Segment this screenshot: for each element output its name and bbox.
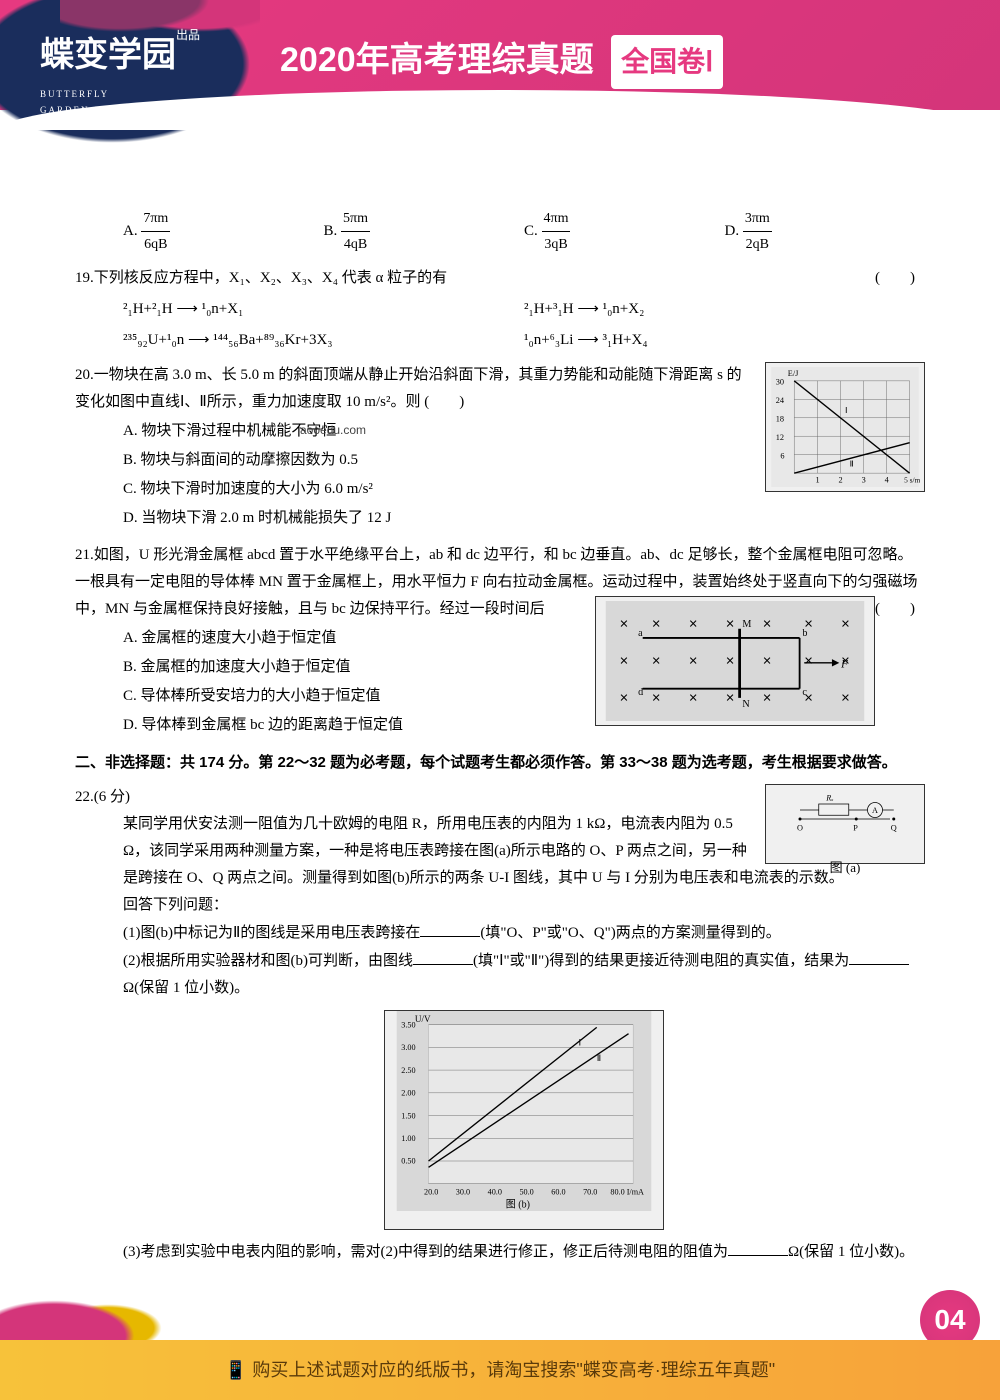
svg-text:30: 30 <box>776 378 784 387</box>
svg-text:M: M <box>742 619 751 630</box>
svg-text:×: × <box>726 691 735 707</box>
svg-text:Ⅱ: Ⅱ <box>597 1053 601 1063</box>
svg-text:×: × <box>652 691 661 707</box>
svg-text:18: 18 <box>776 415 784 424</box>
q22-prompt: 回答下列问题： <box>123 892 925 919</box>
svg-text:×: × <box>763 654 772 670</box>
svg-text:×: × <box>652 654 661 670</box>
option-C: C. 4πm3qB <box>524 206 725 257</box>
answer-paren: ( ) <box>875 265 915 292</box>
svg-text:1.00: 1.00 <box>401 1134 415 1143</box>
svg-text:×: × <box>620 617 629 633</box>
svg-text:3: 3 <box>862 476 866 485</box>
ui-chart-svg: U/V Ⅰ Ⅱ 0.50 1.00 1.50 2.00 2.50 3.00 3.50 20… <box>385 1011 663 1211</box>
svg-text:80.0 I/mA: 80.0 I/mA <box>610 1188 644 1197</box>
question-19: 19.下列核反应方程中，X₁、X₂、X₃、X₄ 代表 α 粒子的有( ) ²₁H… <box>75 265 925 354</box>
svg-text:2.50: 2.50 <box>401 1066 415 1075</box>
option-A: A. 7πm6qB <box>123 206 324 257</box>
svg-text:d: d <box>638 688 643 699</box>
svg-text:60.0: 60.0 <box>551 1188 565 1197</box>
q22-part-3: (3)考虑到实验中电表内阻的影响，需对(2)中得到的结果进行修正，修正后待测电阻… <box>123 1238 925 1266</box>
svg-text:70.0: 70.0 <box>583 1188 597 1197</box>
question-20: E/J ⅠⅡ 3024 18126 12 345 s/m 20.一物块在高 3.… <box>75 362 925 534</box>
svg-text:×: × <box>763 691 772 707</box>
svg-text:0.50: 0.50 <box>401 1157 415 1166</box>
svg-text:c: c <box>802 688 807 699</box>
exam-content: A. 7πm6qB B. 5πm4qB C. 4πm3qB D. 3πm2qB … <box>0 110 1000 1294</box>
svg-text:12: 12 <box>776 433 784 442</box>
svg-text:×: × <box>689 654 698 670</box>
svg-text:×: × <box>726 654 735 670</box>
svg-text:×: × <box>841 617 850 633</box>
svg-text:3.00: 3.00 <box>401 1043 415 1052</box>
svg-text:2: 2 <box>839 476 843 485</box>
energy-chart-svg: E/J ⅠⅡ 3024 18126 12 345 s/m <box>770 367 920 487</box>
svg-text:O: O <box>797 824 803 833</box>
logo-text: 蝶变学园 <box>40 37 176 74</box>
svg-text:U/V: U/V <box>415 1014 431 1024</box>
svg-text:Q: Q <box>891 824 897 833</box>
q22-chart-b: U/V Ⅰ Ⅱ 0.50 1.00 1.50 2.00 2.50 3.00 3.50 20… <box>384 1010 664 1230</box>
q22-part-2: (2)根据所用实验器材和图(b)可判断，由图线(填"Ⅰ"或"Ⅱ")得到的结果更接… <box>123 947 925 1002</box>
svg-text:F: F <box>840 659 848 671</box>
svg-text:×: × <box>620 654 629 670</box>
svg-text:Ⅱ: Ⅱ <box>850 460 854 469</box>
svg-text:30.0: 30.0 <box>456 1188 470 1197</box>
svg-text:24: 24 <box>776 396 785 405</box>
page-header: 蝶变学园出品 BUTTERFLY GARDEN OF KNOWLEDGE 202… <box>0 0 1000 110</box>
svg-text:×: × <box>652 617 661 633</box>
svg-text:×: × <box>689 691 698 707</box>
section-2-heading: 二、非选择题：共 174 分。第 22～32 题为必考题，每个试题考生都必须作答… <box>75 749 925 776</box>
q20-chart: E/J ⅠⅡ 3024 18126 12 345 s/m <box>765 362 925 492</box>
svg-text:1: 1 <box>815 476 819 485</box>
exam-badge: 全国卷Ⅰ <box>611 35 723 89</box>
page-footer: 📱 购买上述试题对应的纸版书，请淘宝搜索"蝶变高考·理综五年真题" <box>0 1340 1000 1400</box>
question-21: 21.如图，U 形光滑金属框 abcd 置于水平绝缘平台上，ab 和 dc 边平… <box>75 542 925 741</box>
q21-diagram: ××××××× ××××××× ××××××× ab cd MN F <box>595 596 875 726</box>
svg-text:P: P <box>853 824 858 833</box>
question-22: 22.(6 分) Rₓ A OPQ 图 (a) 某同学用伏安法测一阻值为几十欧姆… <box>75 784 925 1266</box>
svg-text:Ⅰ: Ⅰ <box>579 1038 582 1048</box>
svg-text:a: a <box>638 628 643 639</box>
svg-text:40.0: 40.0 <box>488 1188 502 1197</box>
q19-option-C: ²³⁵₉₂U+¹₀n ⟶ ¹⁴⁴₅₆Ba+⁸⁹₃₆Kr+3X₃ <box>123 327 524 354</box>
svg-text:6: 6 <box>780 452 784 461</box>
circuit-diagram-svg: ××××××× ××××××× ××××××× ab cd MN F <box>600 601 870 721</box>
svg-text:50.0: 50.0 <box>519 1188 533 1197</box>
svg-text:20.0: 20.0 <box>424 1188 438 1197</box>
svg-text:图 (b): 图 (b) <box>506 1199 530 1211</box>
svg-text:b: b <box>802 628 807 639</box>
svg-text:E/J: E/J <box>788 370 799 379</box>
svg-text:×: × <box>726 617 735 633</box>
svg-text:5 s/m: 5 s/m <box>904 476 920 485</box>
svg-text:2.00: 2.00 <box>401 1089 415 1098</box>
q18-options: A. 7πm6qB B. 5πm4qB C. 4πm3qB D. 3πm2qB <box>123 206 925 257</box>
q22-circuit-a: Rₓ A OPQ 图 (a) <box>765 784 925 864</box>
svg-text:×: × <box>689 617 698 633</box>
svg-text:×: × <box>804 654 813 670</box>
q19-option-D: ¹₀n+⁶₃Li ⟶ ³₁H+X₄ <box>524 327 925 354</box>
svg-text:×: × <box>841 691 850 707</box>
q22-part-1: (1)图(b)中标记为Ⅱ的图线是采用电压表跨接在(填"O、P"或"O、Q")两点… <box>123 919 925 947</box>
option-D: D. 3πm2qB <box>725 206 926 257</box>
svg-text:3.50: 3.50 <box>401 1021 415 1030</box>
watermark-text: aooedu.com <box>300 420 366 442</box>
svg-text:N: N <box>742 700 750 711</box>
svg-text:1.50: 1.50 <box>401 1112 415 1121</box>
svg-text:Ⅰ: Ⅰ <box>845 407 847 416</box>
svg-text:A: A <box>872 806 878 815</box>
q19-option-A: ²₁H+²₁H ⟶ ¹₀n+X₁ <box>123 296 524 323</box>
q20-option-D: D. 当物块下滑 2.0 m 时机械能损失了 12 J <box>123 505 925 532</box>
footer-text: 📱 购买上述试题对应的纸版书，请淘宝搜索"蝶变高考·理综五年真题" <box>225 1354 775 1386</box>
option-B: B. 5πm4qB <box>324 206 525 257</box>
q19-option-B: ²₁H+³₁H ⟶ ¹₀n+X₂ <box>524 296 925 323</box>
page-title: 2020年高考理综真题 全国卷Ⅰ <box>280 30 723 91</box>
circuit-a-svg: Rₓ A O P Q <box>770 789 920 849</box>
svg-text:×: × <box>620 691 629 707</box>
svg-text:×: × <box>763 617 772 633</box>
svg-text:Rₓ: Rₓ <box>825 794 833 803</box>
